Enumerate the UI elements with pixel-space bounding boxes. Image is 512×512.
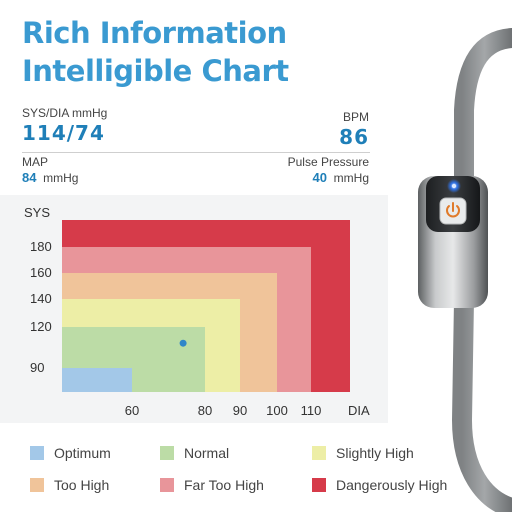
bpm-value: 86 <box>339 125 369 149</box>
bp-zone-chart: SYS DIA 90 120 140 160 180 60 80 90 100 110 <box>24 205 370 418</box>
legend-label-dangerously-high: Dangerously High <box>336 477 448 493</box>
pulse-pressure-value: 40 <box>312 170 327 185</box>
legend-label-optimum: Optimum <box>54 445 111 461</box>
pulse-pressure-label: Pulse Pressure <box>287 155 369 169</box>
legend-swatch-slightly-high <box>312 446 326 460</box>
map-unit: mmHg <box>43 171 79 185</box>
legend-swatch-dangerously-high <box>312 478 326 492</box>
x-axis-label: DIA <box>348 403 370 418</box>
blood-pressure-monitor-device <box>418 28 512 512</box>
y-tick-label: 180 <box>30 239 52 254</box>
map-value: 84 <box>22 170 37 185</box>
x-tick-label: 60 <box>125 403 139 418</box>
legend-label-normal: Normal <box>184 445 230 461</box>
legend-swatch-normal <box>160 446 174 460</box>
page-title: Rich Information Intelligible Chart <box>22 14 289 90</box>
legend-far-too-high: Far Too High <box>160 477 264 493</box>
pulse-pressure-readout: 40 mmHg <box>313 170 369 185</box>
x-tick-label: 80 <box>198 403 212 418</box>
zone-optimum <box>62 368 132 392</box>
power-button[interactable] <box>439 197 467 225</box>
y-tick-label: 160 <box>30 265 52 280</box>
y-tick-label: 90 <box>30 360 44 375</box>
sys-dia-label: SYS/DIA mmHg <box>22 106 108 120</box>
legend-optimum: Optimum <box>30 445 111 461</box>
readout-divider <box>22 152 370 153</box>
title-line-2: Intelligible Chart <box>22 54 289 88</box>
power-icon <box>446 202 460 218</box>
title-line-1: Rich Information <box>22 16 287 50</box>
legend-label-too-high: Too High <box>54 477 110 493</box>
x-tick-label: 110 <box>301 403 322 418</box>
legend-normal: Normal <box>160 445 229 461</box>
sys-dia-value: 114/74 <box>22 121 105 145</box>
bpm-label: BPM <box>342 110 369 124</box>
y-tick-label: 140 <box>30 291 52 306</box>
legend-slightly-high: Slightly High <box>312 445 414 461</box>
air-hose <box>451 28 512 512</box>
y-axis-label: SYS <box>24 205 50 220</box>
map-readout: 84 mmHg <box>22 170 78 185</box>
legend-label-slightly-high: Slightly High <box>336 445 414 461</box>
legend-swatch-far-too-high <box>160 478 174 492</box>
y-tick-label: 120 <box>30 319 52 334</box>
legend-dangerously-high: Dangerously High <box>312 477 447 493</box>
x-tick-label: 100 <box>266 403 288 418</box>
reading-point <box>179 339 187 347</box>
map-label: MAP <box>22 155 49 169</box>
legend-swatch-too-high <box>30 478 44 492</box>
legend-too-high: Too High <box>30 477 109 493</box>
legend-label-far-too-high: Far Too High <box>184 477 264 493</box>
x-tick-label: 90 <box>233 403 247 418</box>
led-core <box>451 183 457 189</box>
legend-swatch-optimum <box>30 446 44 460</box>
pulse-pressure-unit: mmHg <box>333 171 369 185</box>
